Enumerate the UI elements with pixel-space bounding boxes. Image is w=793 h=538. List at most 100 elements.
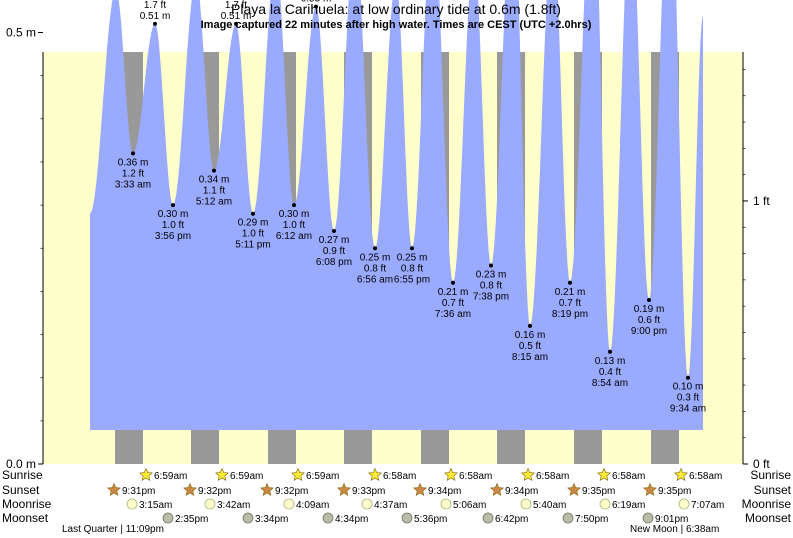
tide-point — [332, 228, 336, 233]
tide-point — [608, 349, 612, 354]
sun-icon — [444, 467, 458, 481]
sunset-time: 9:35pm — [582, 486, 615, 497]
sunset-time: 9:31pm — [122, 486, 155, 497]
moonset-time: 7:50pm — [575, 514, 608, 525]
moonrise-time: 5:06am — [453, 500, 486, 511]
moonrise-time: 7:07am — [691, 500, 724, 511]
tide-point — [686, 375, 690, 380]
sunrise-time: 6:58am — [536, 471, 569, 482]
tide-point — [234, 21, 238, 26]
sunrise-time: 6:59am — [230, 471, 263, 482]
tide-area — [90, 0, 703, 430]
tide-point — [292, 203, 296, 208]
tide-point — [131, 151, 135, 156]
tide-label: 0.34 m — [199, 175, 230, 186]
tide-label: 0.29 m — [238, 218, 269, 229]
tide-point — [568, 280, 572, 285]
tide-point — [171, 203, 175, 208]
sun-icon — [521, 467, 535, 481]
axes: 0.0 m0.5 m0 ft1 ft2 ft — [6, 26, 770, 472]
sunset-time: 9:35pm — [658, 486, 691, 497]
sun-icon — [139, 467, 153, 481]
row-label-left: Sunrise — [2, 468, 43, 482]
tide-label: 3:33 am — [115, 179, 151, 190]
sunrise-time: 6:58am — [383, 471, 416, 482]
moonset-time: 5:36pm — [414, 514, 447, 525]
moonset-time: 3:34pm — [255, 514, 288, 525]
tide-label: 1.7 ft — [144, 0, 166, 11]
tide-label: 6:56 am — [357, 274, 393, 285]
right-tick-label: 0 ft — [753, 457, 770, 471]
moonrise-icon — [283, 498, 295, 510]
sun-icon — [337, 482, 351, 496]
row-label-left: Sunset — [2, 483, 40, 497]
moonrise-icon — [599, 498, 611, 510]
tide-label: 0.27 m — [319, 235, 350, 246]
sun-icon — [567, 482, 581, 496]
tide-curve — [90, 0, 703, 430]
tide-label: 0.9 ft — [323, 246, 345, 257]
moonrise-time: 4:37am — [374, 500, 407, 511]
moonrise-time: 6:19am — [612, 500, 645, 511]
tide-point — [528, 323, 532, 328]
tide-point — [410, 246, 414, 251]
tide-label: 0.51 m — [221, 11, 252, 22]
tide-label: 0.25 m — [397, 252, 428, 263]
tide-label: 8:15 am — [512, 352, 548, 363]
tide-label: 0.16 m — [515, 330, 546, 341]
sunset-time: 9:34pm — [505, 486, 538, 497]
tide-label: 7:36 am — [435, 309, 471, 320]
tide-label: 0.4 ft — [599, 367, 621, 378]
tide-label: 6:55 pm — [394, 274, 430, 285]
tide-label: 0.51 m — [140, 11, 171, 22]
moon-phase-left: Last Quarter | 11:09pm — [62, 524, 164, 535]
tide-label: 0.7 ft — [559, 298, 581, 309]
tide-label: 0.8 ft — [480, 281, 502, 292]
tide-label: 0.36 m — [118, 157, 149, 168]
tide-label: 6:12 am — [276, 231, 312, 242]
moonrise-icon — [361, 498, 373, 510]
tide-label: 0.30 m — [158, 209, 189, 220]
left-tick-label: 0.5 m — [6, 26, 36, 40]
moonrise-time: 3:42am — [217, 500, 250, 511]
moonset-icon — [482, 512, 494, 524]
row-label-right: Moonset — [745, 511, 792, 525]
tide-point — [451, 280, 455, 285]
moonset-icon — [242, 512, 254, 524]
tide-point — [251, 211, 255, 216]
moonrise-time: 3:15am — [139, 500, 172, 511]
moonset-icon — [401, 512, 413, 524]
sunrise-time: 6:58am — [612, 471, 645, 482]
tide-label: 1.0 ft — [162, 220, 184, 231]
tide-label: 0.5 ft — [519, 341, 541, 352]
moonrise-icon — [440, 498, 452, 510]
right-tick-label: 1 ft — [753, 194, 770, 208]
moonset-icon — [322, 512, 334, 524]
moon-phase-right: New Moon | 6:38am — [630, 524, 719, 535]
moonset-time: 9:01pm — [655, 514, 688, 525]
row-label-right: Sunrise — [750, 468, 791, 482]
tide-label: 5:12 am — [196, 197, 232, 208]
moonset-icon — [642, 512, 654, 524]
tide-label: 0.19 m — [634, 304, 665, 315]
sun-icon — [107, 482, 121, 496]
sunset-time: 9:32pm — [275, 486, 308, 497]
sun-icon — [674, 467, 688, 481]
tide-label: 0.25 m — [360, 252, 391, 263]
tide-label: 1.0 ft — [283, 220, 305, 231]
tide-label: 1.2 ft — [122, 168, 144, 179]
tide-labels: 10:14 pm1.8 ft0.55 m0.36 m1.2 ft3:33 am1… — [115, 0, 706, 415]
tide-label: 0.7 ft — [442, 298, 464, 309]
sun-icon — [368, 467, 382, 481]
tide-label: 0.53 m — [301, 0, 332, 5]
sun-icon — [260, 482, 274, 496]
sunrise-time: 6:58am — [459, 471, 492, 482]
row-label-left: Moonset — [2, 511, 49, 525]
tide-point — [647, 298, 651, 303]
row-label-left: Moonrise — [2, 497, 52, 511]
tide-point — [314, 4, 318, 9]
moonset-icon — [162, 512, 174, 524]
moonrise-icon — [678, 498, 690, 510]
moonset-time: 2:35pm — [175, 514, 208, 525]
